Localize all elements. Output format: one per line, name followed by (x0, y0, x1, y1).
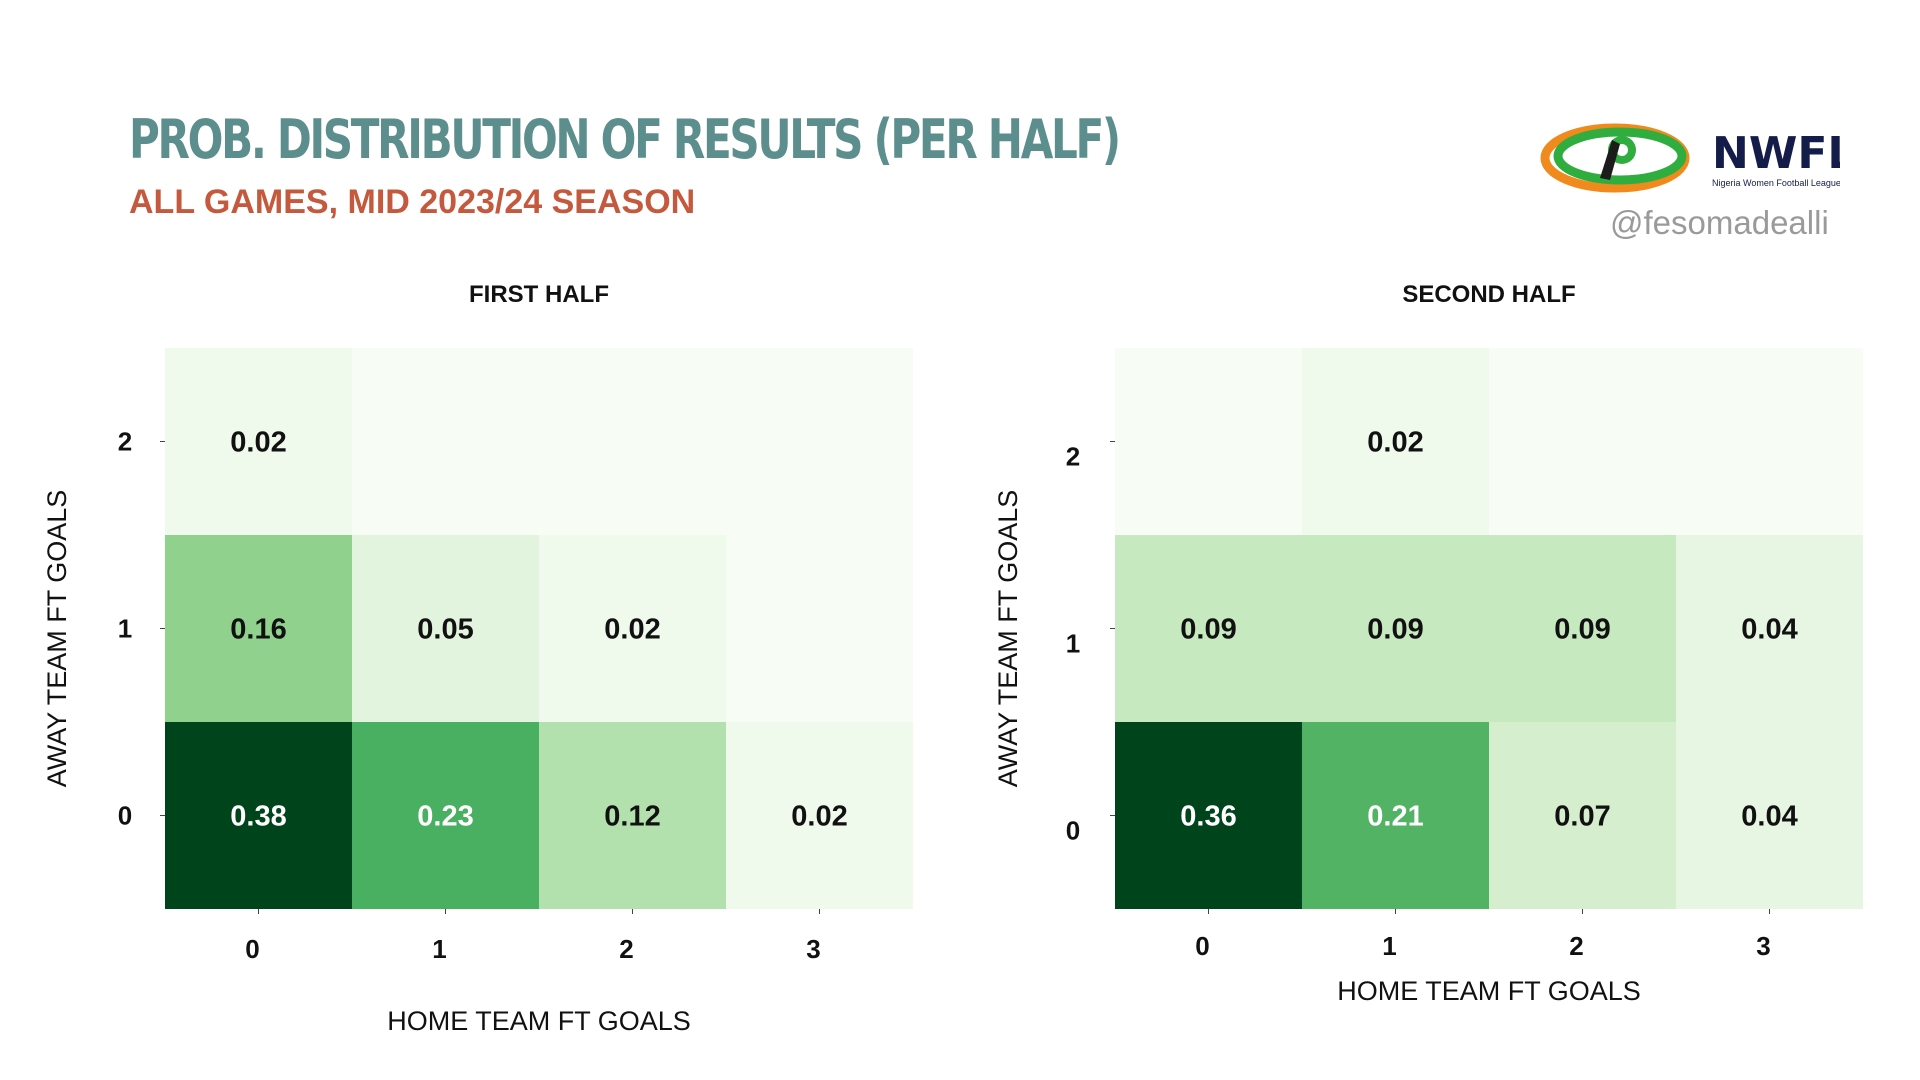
panel-1-y-tick-label-0: 0 (118, 801, 132, 831)
panel-1-cell-0-2 (539, 722, 726, 909)
panel-1-y-tick-label-1: 1 (118, 614, 132, 644)
panel-1-title: FIRST HALF (469, 281, 609, 308)
panel-1-cell-1-2 (539, 535, 726, 722)
panel-2-cell-label-0-0: 0.36 (1180, 801, 1236, 833)
panel-1-cell-0-1 (352, 722, 539, 909)
panel-2-cell-2-2 (1489, 348, 1676, 535)
panel-2-cell-label-2-1: 0.02 (1367, 427, 1423, 459)
panel-2-cell-label-0-1: 0.21 (1367, 801, 1423, 833)
panel-1-cell-0-0 (165, 722, 352, 909)
panel-2-cell-0-0 (1115, 722, 1302, 909)
panel-1-cell-label-0-2: 0.12 (604, 801, 660, 833)
panel-2-cell-label-1-1: 0.09 (1367, 614, 1423, 646)
panel-2-cell-1-1 (1302, 535, 1489, 722)
panel-2-cell-1-0 (1115, 535, 1302, 722)
panel-2-x-tick-label-1: 1 (1382, 931, 1396, 961)
panel-1-cell-0-3 (726, 722, 913, 909)
panel-2-cell-label-0-2: 0.07 (1554, 801, 1610, 833)
panel-1-cell-2-3 (726, 348, 913, 535)
panel-1-cell-1-1 (352, 535, 539, 722)
panel-1-cell-label-2-0: 0.02 (230, 427, 286, 459)
panel-1-x-axis-label: HOME TEAM FT GOALS (387, 1006, 691, 1036)
panel-1-x-tick-label-1: 1 (432, 934, 446, 964)
panel-1-cell-label-0-0: 0.38 (230, 801, 286, 833)
panel-2-x-tick-label-2: 2 (1569, 931, 1583, 961)
panel-2-x-tick-label-0: 0 (1195, 931, 1209, 961)
panel-1-cell-label-1-0: 0.16 (230, 614, 286, 646)
panel-1-x-tick-label-3: 3 (806, 934, 820, 964)
panel-2-y-tick-label-1: 1 (1066, 629, 1080, 659)
panel-2-y-tick-label-0: 0 (1066, 816, 1080, 846)
panel-1-cell-2-1 (352, 348, 539, 535)
panel-2-x-axis-label: HOME TEAM FT GOALS (1337, 976, 1641, 1006)
panel-1-x-tick-label-2: 2 (619, 934, 633, 964)
panel-2-cell-label-0-3: 0.04 (1741, 801, 1797, 833)
panel-1-cell-2-2 (539, 348, 726, 535)
chart-title: PROB. DISTRIBUTION OF RESULTS (PER HALF) (129, 108, 1121, 171)
panel-2-cell-1-3 (1676, 535, 1863, 722)
panel-2-cell-0-3 (1676, 722, 1863, 909)
panel-2-cell-0-2 (1489, 722, 1676, 909)
panel-1-y-tick-label-2: 2 (118, 427, 132, 457)
panel-2-x-tick-label-3: 3 (1756, 931, 1770, 961)
panel-2-cell-label-1-2: 0.09 (1554, 614, 1610, 646)
author-handle: @fesomadealli (1610, 204, 1829, 241)
panel-1-cell-2-0 (165, 348, 352, 535)
panel-2-cell-label-1-3: 0.04 (1741, 614, 1797, 646)
panel-2-y-axis-label: AWAY TEAM FT GOALS (993, 490, 1023, 788)
panel-2-y-tick-label-2: 2 (1066, 442, 1080, 472)
panel-2-title: SECOND HALF (1402, 281, 1575, 308)
panel-2-cell-2-3 (1676, 348, 1863, 535)
panel-1-cell-label-1-2: 0.02 (604, 614, 660, 646)
chart-subtitle: ALL GAMES, MID 2023/24 SEASON (129, 183, 696, 221)
panel-2-cell-0-1 (1302, 722, 1489, 909)
panel-1-cell-1-0 (165, 535, 352, 722)
panel-1-x-tick-label-0: 0 (245, 934, 259, 964)
panel-1-y-axis-label: AWAY TEAM FT GOALS (42, 490, 72, 788)
panel-1-cell-label-0-1: 0.23 (417, 801, 473, 833)
panel-1-cell-label-0-3: 0.02 (791, 801, 847, 833)
panel-1-cell-1-3 (726, 535, 913, 722)
panel-2-cell-1-2 (1489, 535, 1676, 722)
panel-2-cell-2-1 (1302, 348, 1489, 535)
logo-tagline: Nigeria Women Football League (1712, 178, 1840, 188)
panel-2-cell-label-1-0: 0.09 (1180, 614, 1236, 646)
logo-text: NWFL (1712, 128, 1840, 179)
panel-1-cell-label-1-1: 0.05 (417, 614, 473, 646)
panel-2-cell-2-0 (1115, 348, 1302, 535)
nwfl-logo: NWFL Nigeria Women Football League (1540, 123, 1840, 193)
